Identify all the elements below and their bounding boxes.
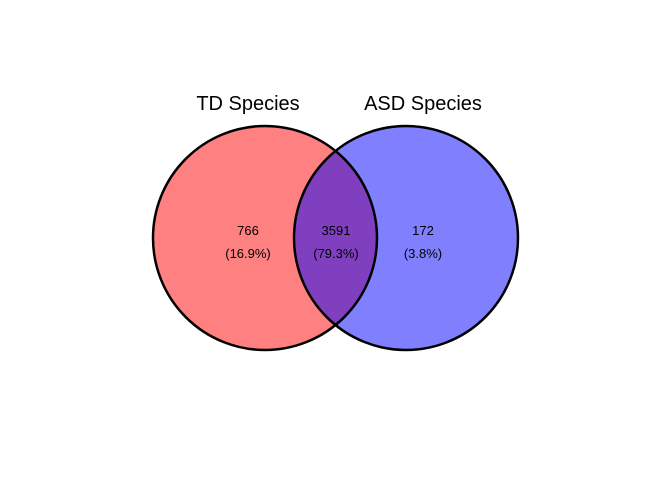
td-only-percent: (16.9%) (225, 246, 271, 261)
td-only-count: 766 (237, 223, 259, 238)
asd-only-count: 172 (412, 223, 434, 238)
td-species-outline (151, 124, 379, 352)
overlap-region (294, 126, 377, 350)
asd-only-percent: (3.8%) (404, 246, 442, 261)
asd-species-title: ASD Species (364, 93, 482, 115)
asd-species-outline (292, 124, 520, 352)
td-species-title: TD Species (196, 93, 299, 115)
intersection-percent: (79.3%) (313, 246, 359, 261)
intersection-count: 3591 (322, 223, 351, 238)
